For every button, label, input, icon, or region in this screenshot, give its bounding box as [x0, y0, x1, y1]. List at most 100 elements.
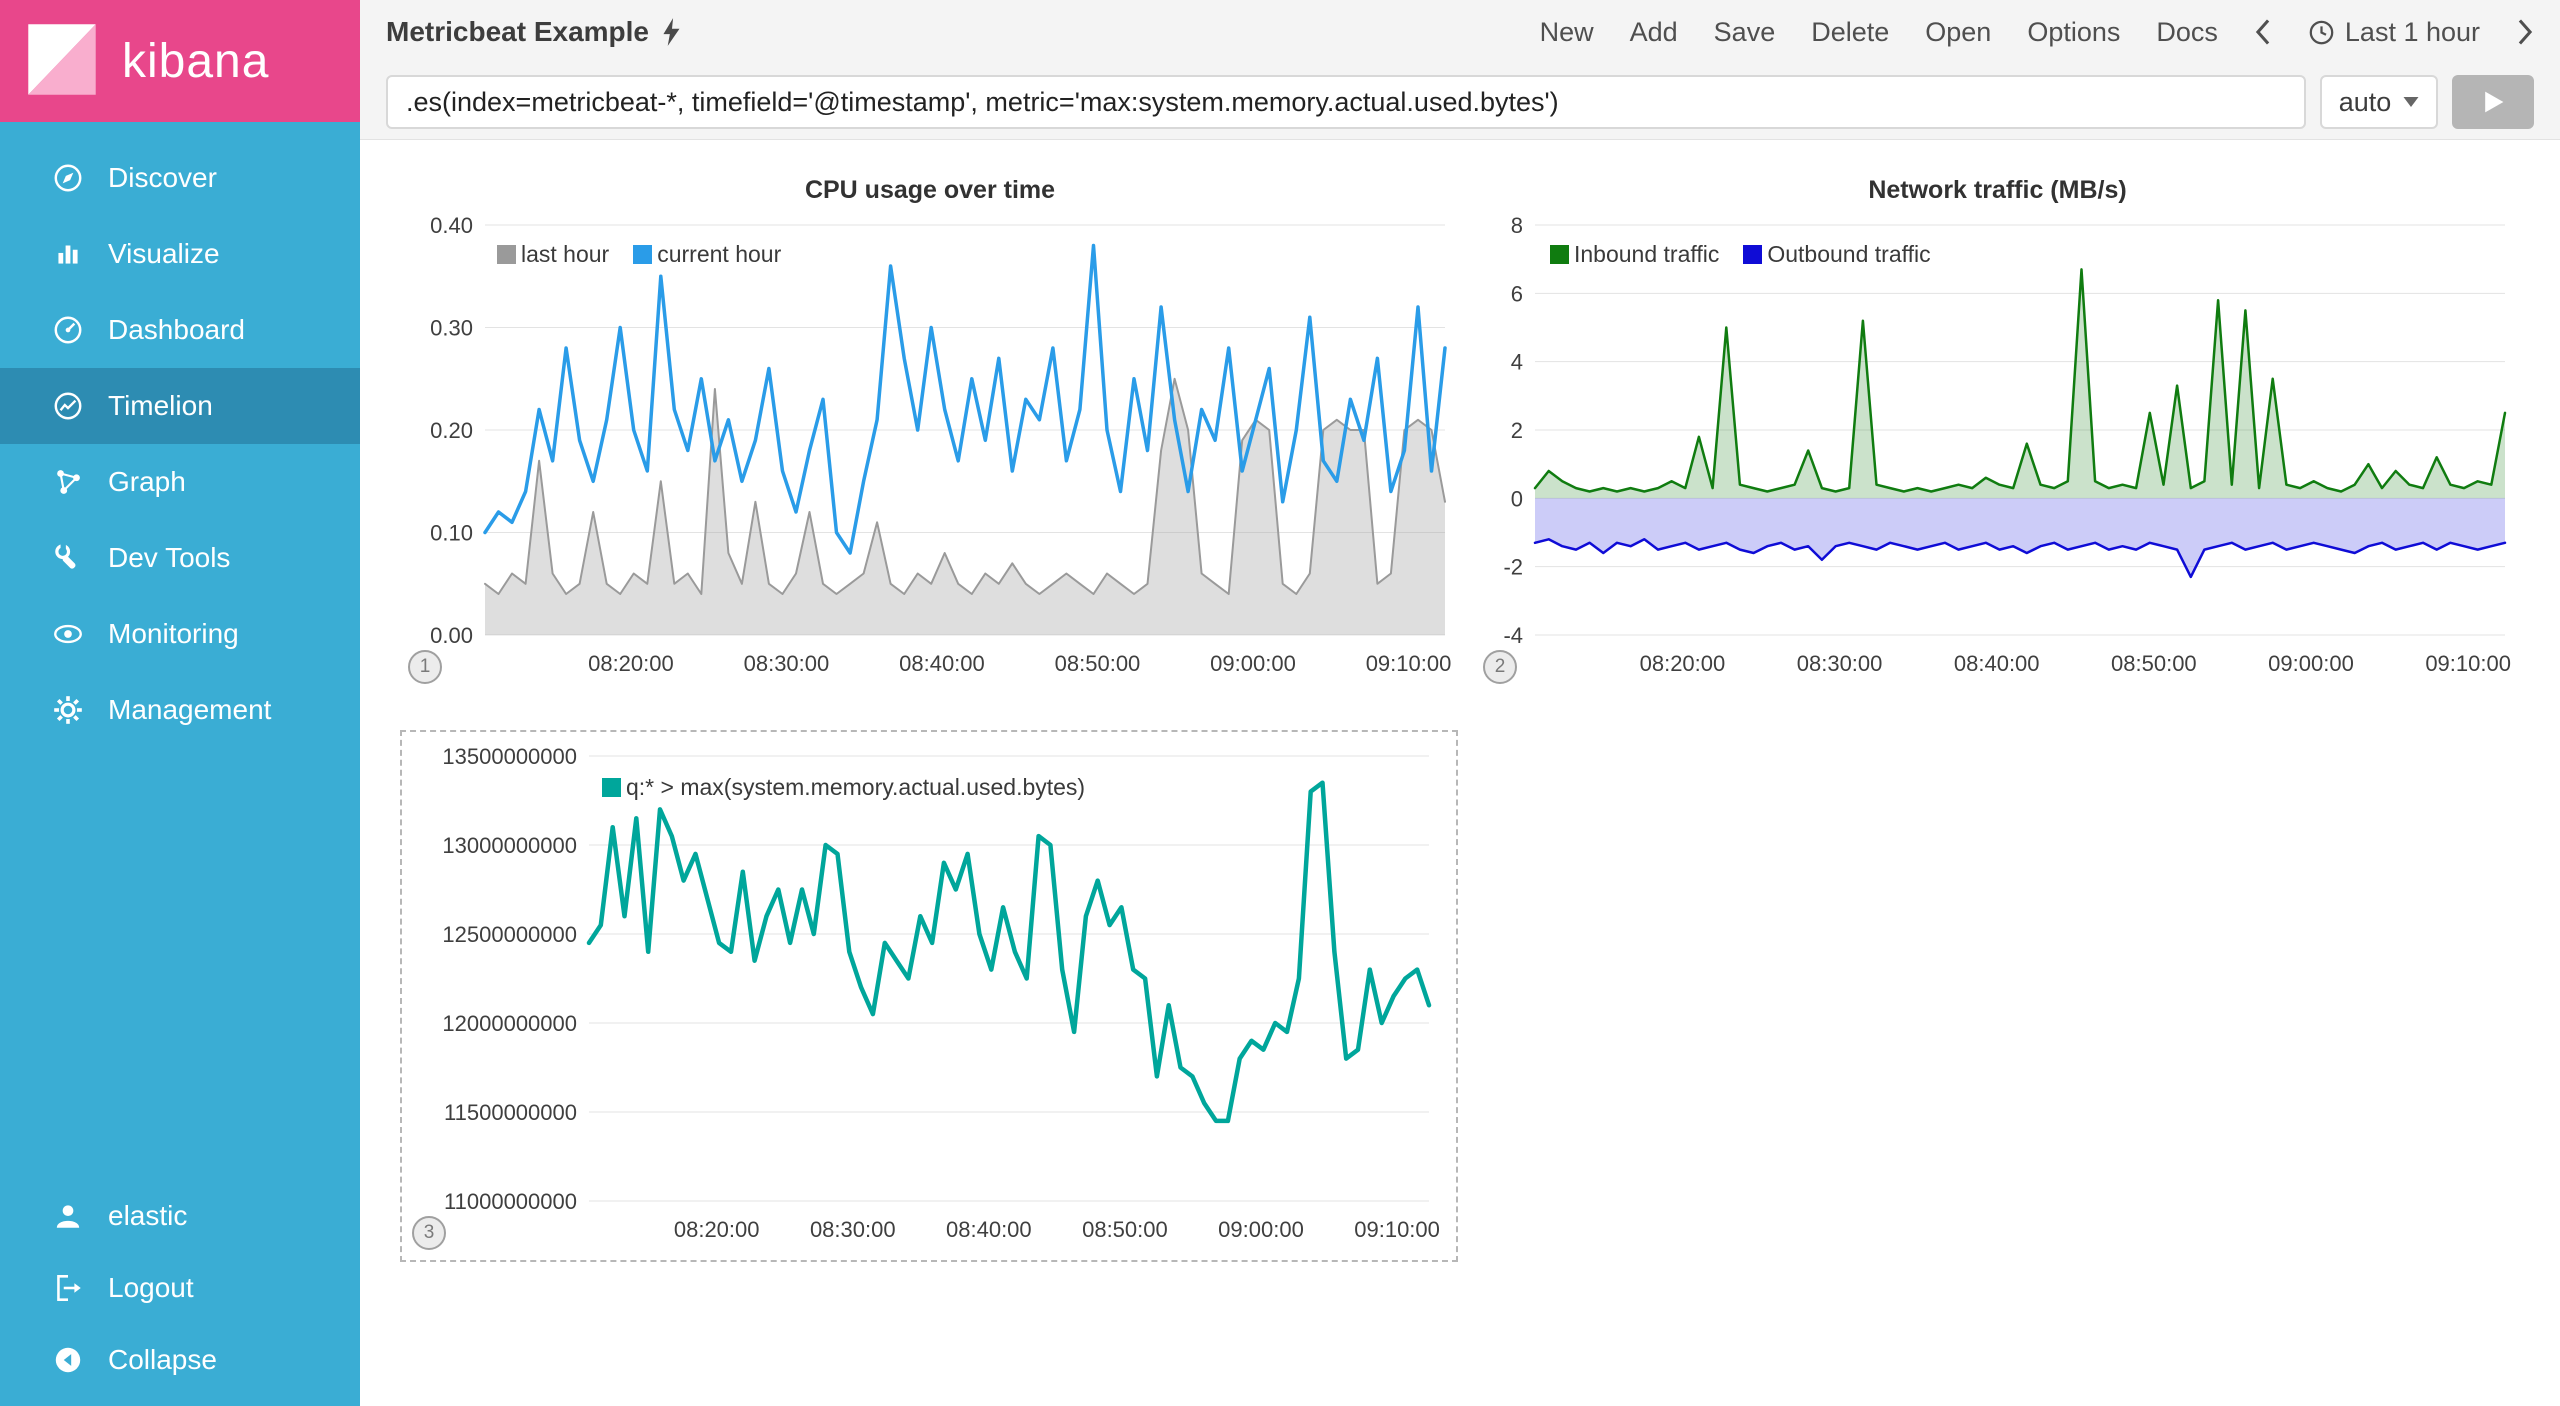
sidebar-item-label: Discover [108, 162, 217, 194]
time-back-button[interactable] [2254, 18, 2272, 46]
svg-text:08:20:00: 08:20:00 [588, 651, 674, 676]
time-picker[interactable]: Last 1 hour [2308, 17, 2480, 48]
chart-badge: 3 [412, 1216, 446, 1250]
svg-text:08:20:00: 08:20:00 [674, 1217, 760, 1242]
sidebar-item-visualize[interactable]: Visualize [0, 216, 360, 292]
svg-text:09:10:00: 09:10:00 [2425, 651, 2511, 676]
svg-text:4: 4 [1511, 350, 1523, 375]
svg-text:08:30:00: 08:30:00 [1797, 651, 1883, 676]
interval-select[interactable]: auto [2320, 75, 2438, 129]
sidebar-item-timelion[interactable]: Timelion [0, 368, 360, 444]
svg-text:13000000000: 13000000000 [442, 833, 577, 858]
sidebar-item-user-elastic[interactable]: elastic [0, 1180, 360, 1252]
legend-item: q:* > max(system.memory.actual.used.byte… [602, 774, 1085, 801]
sidebar-item-label: Graph [108, 466, 186, 498]
legend-swatch [602, 778, 621, 797]
svg-text:0.40: 0.40 [430, 213, 473, 238]
chart-plot-area: 0.000.100.200.300.4008:20:0008:30:0008:4… [400, 213, 1460, 688]
svg-text:09:10:00: 09:10:00 [1354, 1217, 1440, 1242]
chart-canvas: 1100000000011500000000120000000001250000… [414, 744, 1444, 1249]
menu-delete[interactable]: Delete [1811, 17, 1889, 48]
kibana-logo-text: kibana [122, 34, 269, 89]
legend-item: Outbound traffic [1743, 241, 1930, 268]
svg-text:8: 8 [1511, 213, 1523, 238]
chart-title: CPU usage over time [400, 173, 1460, 207]
collapse-icon [50, 1342, 86, 1378]
sidebar-item-label: Dev Tools [108, 542, 230, 574]
menu-open[interactable]: Open [1925, 17, 1991, 48]
bar-chart-icon [50, 236, 86, 272]
svg-text:08:40:00: 08:40:00 [1954, 651, 2040, 676]
legend-swatch [1550, 245, 1569, 264]
sidebar: kibana Discover Visualize Dashboard [0, 0, 360, 1406]
svg-text:08:50:00: 08:50:00 [1055, 651, 1141, 676]
timelion-sheet: CPU usage over time 0.000.100.200.300.40… [360, 141, 2560, 1406]
legend-label: last hour [521, 241, 609, 268]
header: Metricbeat Example New Add Save Delete O… [360, 0, 2560, 140]
time-picker-label: Last 1 hour [2345, 17, 2480, 48]
svg-text:08:40:00: 08:40:00 [899, 651, 985, 676]
chart-canvas: -4-20246808:20:0008:30:0008:40:0008:50:0… [1475, 213, 2520, 683]
sidebar-item-collapse[interactable]: Collapse [0, 1324, 360, 1396]
sidebar-item-management[interactable]: Management [0, 672, 360, 748]
chevron-left-icon [2254, 18, 2272, 46]
svg-text:-4: -4 [1503, 623, 1523, 648]
chart-legend: last hour current hour [497, 241, 781, 268]
chart-legend: q:* > max(system.memory.actual.used.byte… [602, 774, 1085, 801]
svg-text:6: 6 [1511, 281, 1523, 306]
time-forward-button[interactable] [2516, 18, 2534, 46]
chevron-right-icon [2516, 18, 2534, 46]
timelion-chart-network[interactable]: Network traffic (MB/s) -4-20246808:20:00… [1475, 173, 2520, 688]
chart-legend: Inbound traffic Outbound traffic [1550, 241, 1931, 268]
svg-text:08:30:00: 08:30:00 [810, 1217, 896, 1242]
sidebar-item-dev-tools[interactable]: Dev Tools [0, 520, 360, 596]
legend-item: last hour [497, 241, 609, 268]
gauge-icon [50, 312, 86, 348]
timelion-query-input[interactable] [386, 75, 2306, 129]
legend-label: q:* > max(system.memory.actual.used.byte… [626, 774, 1085, 801]
svg-text:09:00:00: 09:00:00 [2268, 651, 2354, 676]
interval-value: auto [2339, 87, 2392, 118]
legend-label: Inbound traffic [1574, 241, 1719, 268]
graph-icon [50, 464, 86, 500]
sidebar-footer: elastic Logout Collapse [0, 1180, 360, 1396]
menu-save[interactable]: Save [1714, 17, 1776, 48]
sidebar-item-discover[interactable]: Discover [0, 140, 360, 216]
sidebar-item-label: Visualize [108, 238, 220, 270]
menu-options[interactable]: Options [2027, 17, 2120, 48]
chart-plot-area: -4-20246808:20:0008:30:0008:40:0008:50:0… [1475, 213, 2520, 688]
sidebar-item-label: Collapse [108, 1344, 217, 1376]
sidebar-item-monitoring[interactable]: Monitoring [0, 596, 360, 672]
eye-icon [50, 616, 86, 652]
kibana-logo-icon [16, 15, 108, 107]
sidebar-item-label: Logout [108, 1272, 194, 1304]
timelion-chart-memory-selected[interactable]: 1100000000011500000000120000000001250000… [400, 730, 1458, 1262]
timelion-icon [50, 388, 86, 424]
legend-item: Inbound traffic [1550, 241, 1719, 268]
svg-text:13500000000: 13500000000 [442, 744, 577, 769]
sidebar-item-logout[interactable]: Logout [0, 1252, 360, 1324]
timelion-bolt-icon [661, 17, 683, 47]
svg-text:11000000000: 11000000000 [444, 1189, 577, 1214]
svg-text:12500000000: 12500000000 [442, 922, 577, 947]
legend-swatch [497, 245, 516, 264]
sidebar-item-graph[interactable]: Graph [0, 444, 360, 520]
timelion-chart-cpu[interactable]: CPU usage over time 0.000.100.200.300.40… [400, 173, 1460, 688]
svg-text:0: 0 [1511, 486, 1523, 511]
legend-item: current hour [633, 241, 781, 268]
svg-text:08:40:00: 08:40:00 [946, 1217, 1032, 1242]
sidebar-item-label: Management [108, 694, 271, 726]
sidebar-item-label: Timelion [108, 390, 213, 422]
svg-text:0.00: 0.00 [430, 623, 473, 648]
user-icon [50, 1198, 86, 1234]
menu-add[interactable]: Add [1630, 17, 1678, 48]
run-query-button[interactable] [2452, 75, 2534, 129]
kibana-logo[interactable]: kibana [0, 0, 360, 122]
svg-text:-2: -2 [1503, 555, 1523, 580]
sidebar-item-dashboard[interactable]: Dashboard [0, 292, 360, 368]
menu-docs[interactable]: Docs [2156, 17, 2218, 48]
menu-new[interactable]: New [1540, 17, 1594, 48]
clock-icon [2308, 19, 2335, 46]
chart-badge: 2 [1483, 650, 1517, 684]
legend-swatch [1743, 245, 1762, 264]
